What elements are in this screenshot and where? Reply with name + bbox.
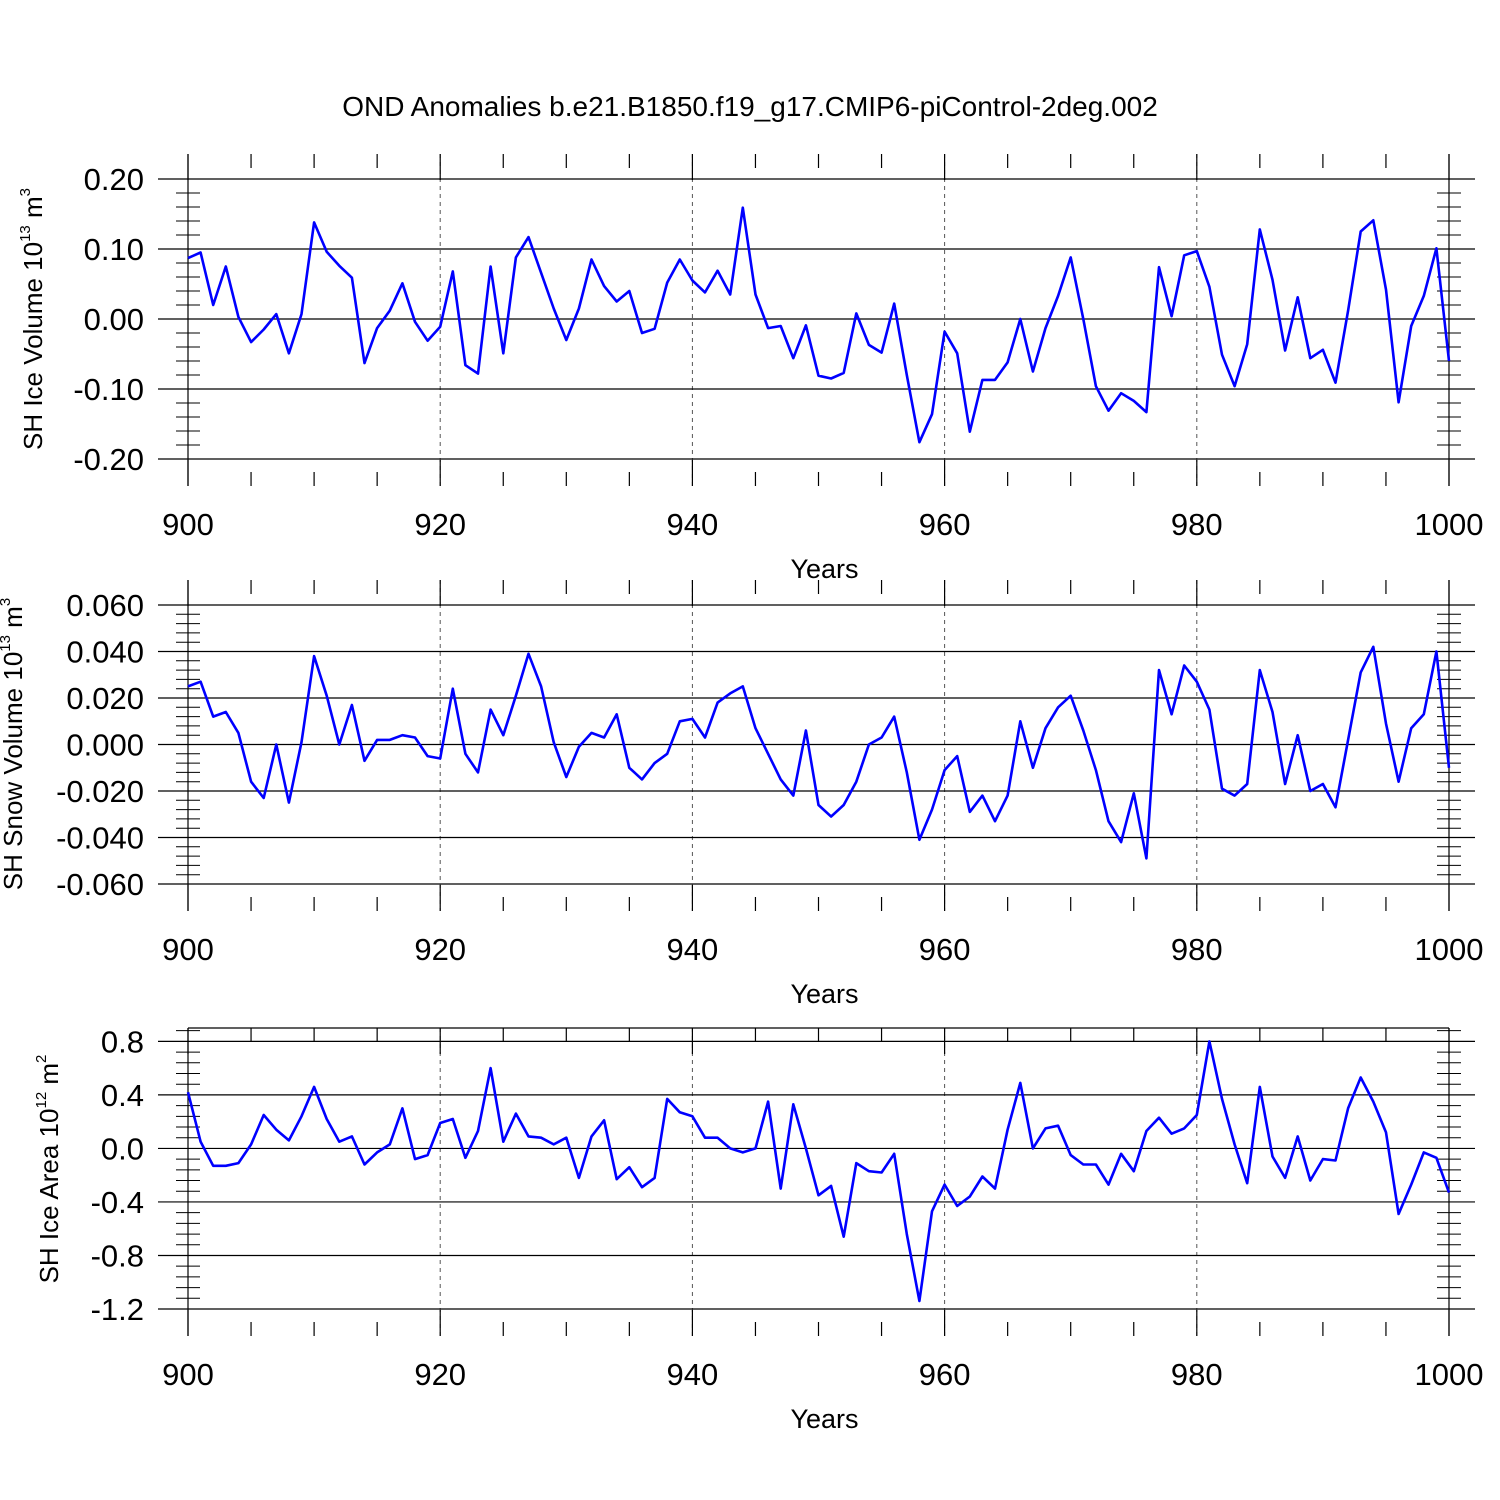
y-tick-label: 0.4: [101, 1078, 144, 1113]
y-tick-label: 0.00: [84, 302, 144, 337]
x-tick-label: 900: [162, 1357, 214, 1392]
y-tick-label: -0.10: [73, 372, 144, 407]
x-tick-label: 1000: [1415, 507, 1484, 542]
x-tick-label: 920: [414, 507, 466, 542]
y-axis-label-exponent: 13: [0, 635, 14, 652]
y-tick-label: 0.20: [84, 162, 144, 197]
y-tick-label: -0.20: [73, 442, 144, 477]
x-tick-label: 960: [919, 932, 971, 967]
x-tick-label: 940: [667, 507, 719, 542]
y-tick-label: -0.4: [91, 1185, 144, 1220]
y-axis-label-main: SH Ice Volume 10: [18, 242, 48, 450]
x-tick-label: 940: [667, 932, 719, 967]
chart-panel-1: 0.20 0.10 0.00 -0.10 -0.20 900 920 940 960 980 100…: [17, 154, 1483, 584]
x-tick-label: 940: [667, 1357, 719, 1392]
y-axis-label-unit: m: [0, 606, 28, 635]
x-axis-label: Years: [790, 554, 858, 584]
chart-panel-2: 0.060 0.040 0.020 0.000 -0.020 -0.040 -0.060 90…: [0, 580, 1483, 1009]
x-tick-label: 1000: [1415, 1357, 1484, 1392]
figure-title: OND Anomalies b.e21.B1850.f19_g17.CMIP6-…: [342, 91, 1158, 122]
y-tick-label: 0.020: [66, 681, 144, 716]
x-tick-label: 960: [919, 507, 971, 542]
x-tick-label: 980: [1171, 932, 1223, 967]
y-axis-label-unit-exponent: 3: [17, 188, 34, 196]
y-tick-label: 0.060: [66, 588, 144, 623]
x-tick-label: 960: [919, 1357, 971, 1392]
y-axis-label-unit: m: [18, 196, 48, 225]
series-line: [187, 645, 1451, 860]
chart-panel-3: 0.8 0.4 0.0 -0.4 -0.8 -1.2 900 920 940 960 980 1000…: [33, 1024, 1483, 1434]
x-tick-label: 920: [414, 1357, 466, 1392]
x-tick-label: 980: [1171, 1357, 1223, 1392]
y-tick-label: 0.040: [66, 635, 144, 670]
y-tick-label: -0.060: [56, 867, 144, 902]
y-tick-label: 0.10: [84, 232, 144, 267]
y-axis-label-unit-exponent: 2: [33, 1055, 50, 1063]
y-tick-label: 0.8: [101, 1024, 144, 1059]
y-axis-label-exponent: 12: [33, 1092, 50, 1109]
x-tick-label: 900: [162, 932, 214, 967]
y-tick-label: -0.020: [56, 774, 144, 809]
y-axis-label-unit: m: [34, 1063, 64, 1092]
x-axis-label: Years: [790, 1404, 858, 1434]
x-tick-label: 980: [1171, 507, 1223, 542]
y-tick-label: 0.0: [101, 1131, 144, 1166]
y-axis-label: SH Snow Volume 1013 m3: [0, 598, 28, 890]
y-axis-label-main: SH Ice Area 10: [34, 1109, 64, 1284]
x-tick-label: 900: [162, 507, 214, 542]
y-axis-label-exponent: 13: [17, 225, 34, 242]
y-axis-label-main: SH Snow Volume 10: [0, 652, 28, 890]
y-axis-label: SH Ice Volume 1013 m3: [17, 188, 48, 450]
y-tick-label: 0.000: [66, 728, 144, 763]
y-axis-label: SH Ice Area 1012 m2: [33, 1055, 64, 1284]
y-tick-label: -0.8: [91, 1238, 144, 1273]
y-tick-label: -0.040: [56, 821, 144, 856]
x-tick-label: 920: [414, 932, 466, 967]
x-tick-label: 1000: [1415, 932, 1484, 967]
y-axis-label-unit-exponent: 3: [0, 598, 14, 606]
series-line: [187, 206, 1451, 444]
series-line: [186, 1040, 1451, 1303]
y-tick-label: -1.2: [91, 1292, 144, 1327]
x-axis-label: Years: [790, 979, 858, 1009]
